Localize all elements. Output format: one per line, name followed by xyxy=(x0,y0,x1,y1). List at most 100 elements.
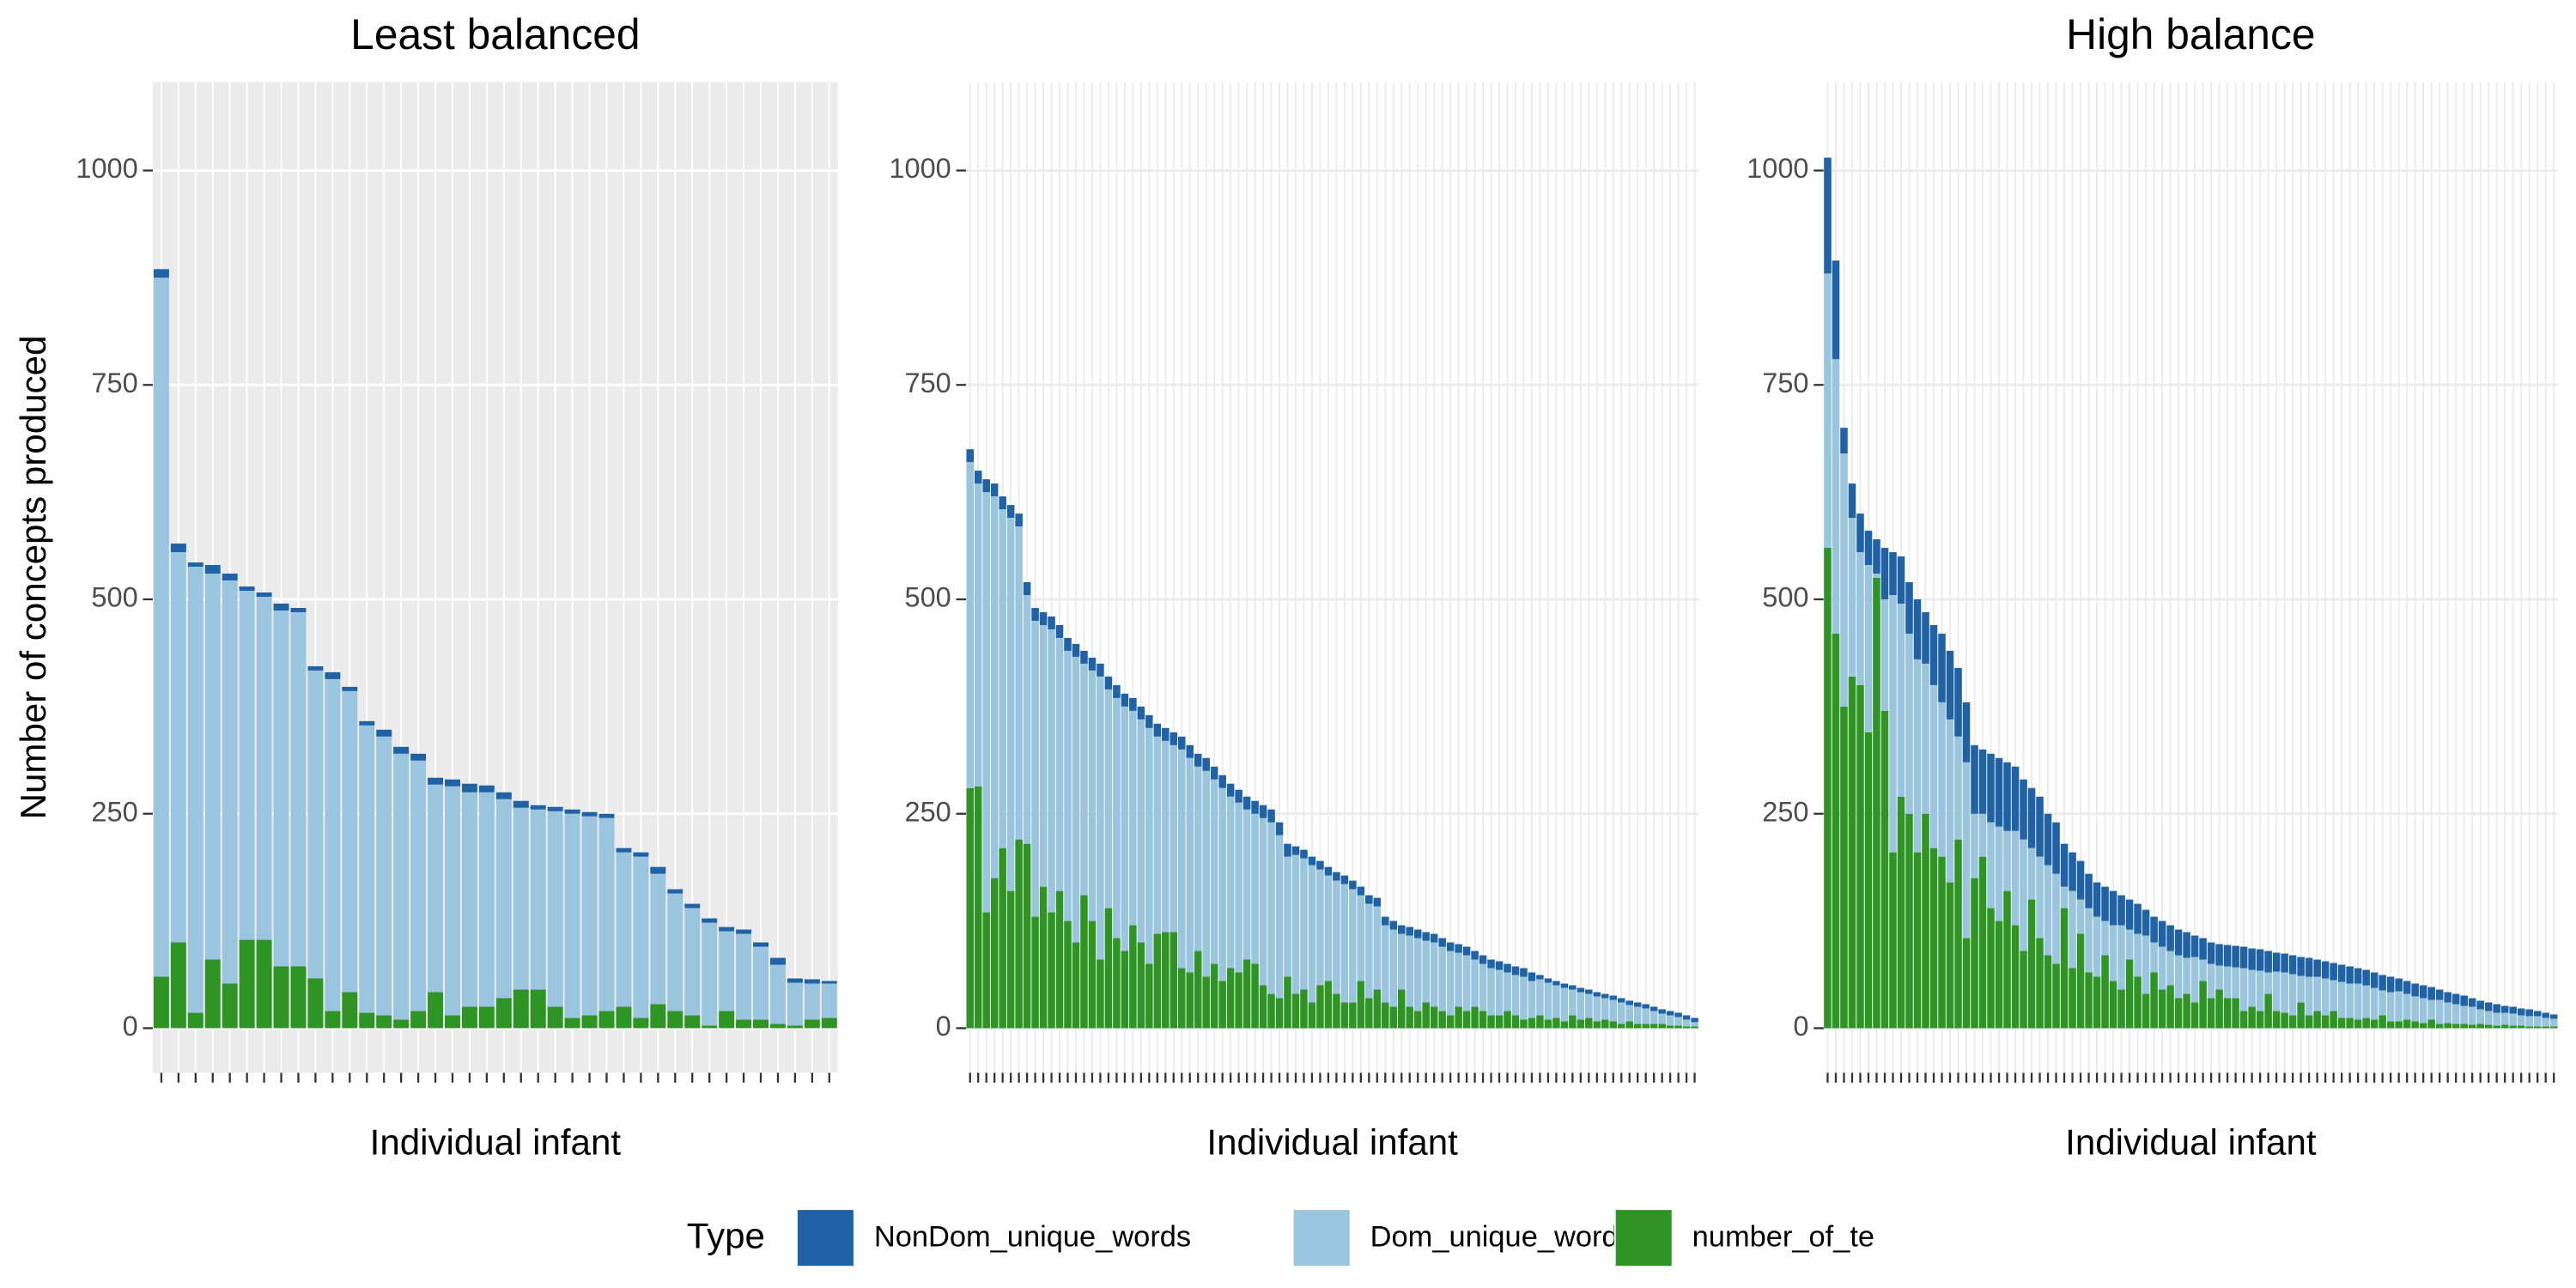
bar-segment xyxy=(1194,766,1202,951)
bar-segment xyxy=(667,1011,683,1029)
bar-segment xyxy=(1649,1011,1658,1024)
bar-segment xyxy=(2248,948,2256,970)
bar-segment xyxy=(1601,1019,1609,1029)
bar-segment xyxy=(1609,995,1618,1000)
bar-segment xyxy=(1162,932,1170,1029)
x-axis-label: Individual infant xyxy=(370,1122,622,1163)
panel-title: Least balanced xyxy=(350,10,640,58)
panel-background xyxy=(966,82,1699,1073)
bar-segment xyxy=(2362,1018,2370,1029)
y-tick-label: 750 xyxy=(905,368,951,398)
bar-segment xyxy=(1674,1025,1682,1029)
bar-segment xyxy=(2297,1002,2305,1029)
bar-segment xyxy=(1357,895,1365,981)
bar-segment xyxy=(1682,1026,1691,1029)
bar-segment xyxy=(1226,783,1235,797)
bar-segment xyxy=(547,1006,563,1029)
bar-segment xyxy=(1121,706,1129,951)
bar-segment xyxy=(1471,951,1479,960)
bar-segment xyxy=(1633,1002,1642,1007)
bar-segment xyxy=(2020,951,2027,1029)
bar-segment xyxy=(2337,981,2346,1018)
bar-segment xyxy=(2248,969,2256,1007)
bar-segment xyxy=(2313,976,2321,1012)
bar-segment xyxy=(1880,548,1889,599)
bar-segment xyxy=(2166,985,2174,1029)
bar-segment xyxy=(1649,1006,1658,1012)
legend-key xyxy=(1291,1208,1352,1268)
bar-segment xyxy=(2239,1011,2248,1029)
bar-segment xyxy=(1840,428,1848,454)
bar-segment xyxy=(598,1011,615,1029)
bar-segment xyxy=(1170,732,1178,745)
bar-segment xyxy=(2297,975,2305,1003)
bar-segment xyxy=(736,929,752,934)
bar-segment xyxy=(821,983,837,1018)
bar-segment xyxy=(1137,942,1145,1029)
bar-segment xyxy=(2223,966,2232,999)
bar-segment xyxy=(2150,942,2158,973)
bar-segment xyxy=(2256,949,2264,971)
bar-segment xyxy=(2052,963,2060,1029)
bar-segment xyxy=(1259,805,1267,818)
bar-segment xyxy=(1291,993,1300,1029)
bar-segment xyxy=(547,806,563,811)
bar-segment xyxy=(1971,813,1978,878)
bar-segment xyxy=(376,729,392,737)
bar-segment xyxy=(2288,1015,2297,1029)
bar-segment xyxy=(1455,944,1462,953)
bar-segment xyxy=(2517,1015,2525,1026)
bar-segment xyxy=(2264,951,2272,973)
bar-segment xyxy=(2272,971,2281,1012)
bar-segment xyxy=(1235,789,1242,803)
bar-segment xyxy=(1365,998,1373,1029)
legend-label: NonDom_unique_words xyxy=(874,1221,1191,1254)
bar-segment xyxy=(1349,889,1357,1003)
bar-segment xyxy=(2027,899,2036,1029)
bar-segment xyxy=(1291,854,1300,994)
bar-segment xyxy=(1552,981,1560,986)
bar-segment xyxy=(1873,578,1880,1029)
bar-segment xyxy=(1536,979,1544,1016)
bar-segment xyxy=(2174,955,2183,999)
bar-segment xyxy=(1544,1019,1552,1029)
bar-segment xyxy=(1479,1011,1487,1029)
bar-segment xyxy=(684,903,701,908)
bar-segment xyxy=(2493,1012,2500,1026)
bar-segment xyxy=(273,603,289,611)
bar-segment xyxy=(2451,1024,2460,1029)
bar-segment xyxy=(2207,963,2215,999)
bar-segment xyxy=(2003,762,2011,831)
bar-segment xyxy=(2403,981,2411,994)
bar-segment xyxy=(616,852,632,1007)
y-tick-label: 0 xyxy=(123,1011,138,1042)
bar-segment xyxy=(966,462,975,788)
bar-segment xyxy=(2003,830,2011,891)
bar-segment xyxy=(239,590,255,940)
bar-segment xyxy=(2321,961,2330,979)
bar-segment xyxy=(1226,968,1235,1029)
bar-segment xyxy=(1406,927,1413,936)
bar-segment xyxy=(1300,849,1308,859)
bar-segment xyxy=(513,800,529,808)
bar-segment xyxy=(239,586,255,591)
bar-segment xyxy=(2076,860,2085,900)
bar-segment xyxy=(1455,952,1462,1007)
bar-segment xyxy=(2484,1011,2493,1025)
bar-segment xyxy=(1145,963,1153,1029)
bar-segment xyxy=(495,998,512,1029)
bar-segment xyxy=(1162,727,1170,741)
bar-segment xyxy=(1284,843,1291,857)
bar-segment xyxy=(1104,676,1113,690)
bar-segment xyxy=(222,574,238,581)
bar-segment xyxy=(966,449,975,463)
bar-segment xyxy=(1832,633,1840,1029)
bar-segment xyxy=(990,496,999,878)
bar-segment xyxy=(684,1015,701,1029)
bar-segment xyxy=(1422,940,1430,1003)
bar-segment xyxy=(1267,809,1275,823)
bar-segment xyxy=(1536,1015,1544,1029)
bar-segment xyxy=(1577,987,1585,993)
bar-segment xyxy=(1194,951,1202,1029)
bar-segment xyxy=(2288,974,2297,1016)
